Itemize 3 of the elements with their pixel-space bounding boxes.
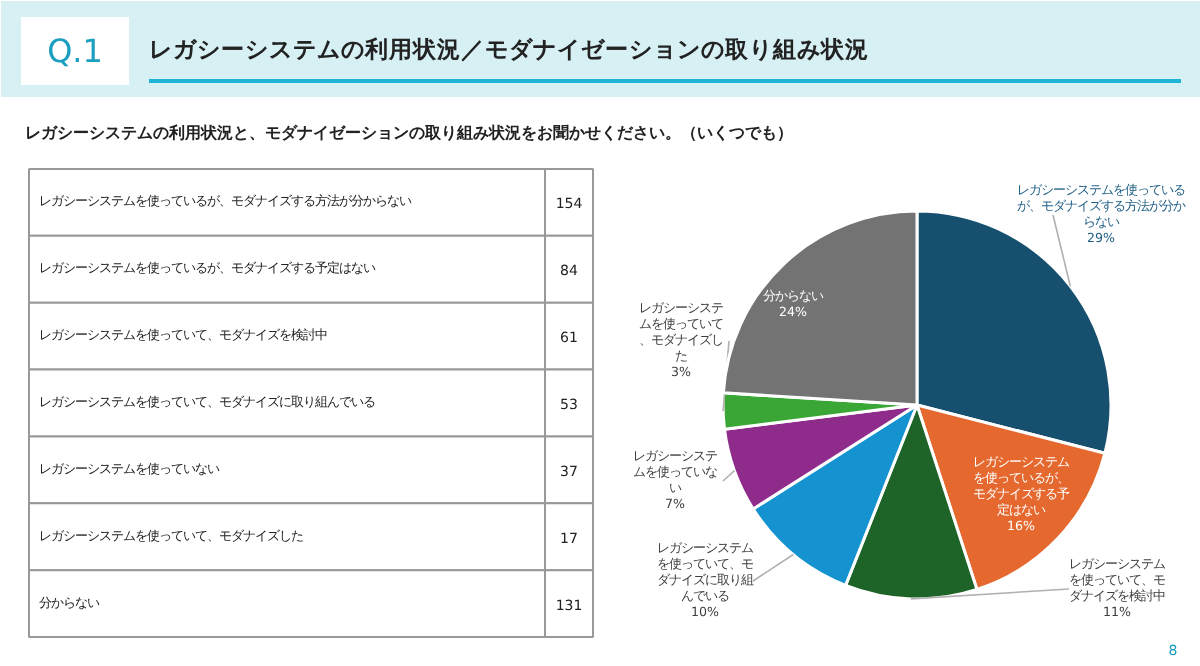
text: レガシーシステムの利用状況と、モダナイゼーションの取り組み状況をお聞かせください。（いくつでも） (25, 124, 793, 142)
text: レガシーシステムの利用状況／モダナイゼーションの取り組み状況 (149, 35, 869, 63)
text: Q.1 (47, 32, 103, 70)
